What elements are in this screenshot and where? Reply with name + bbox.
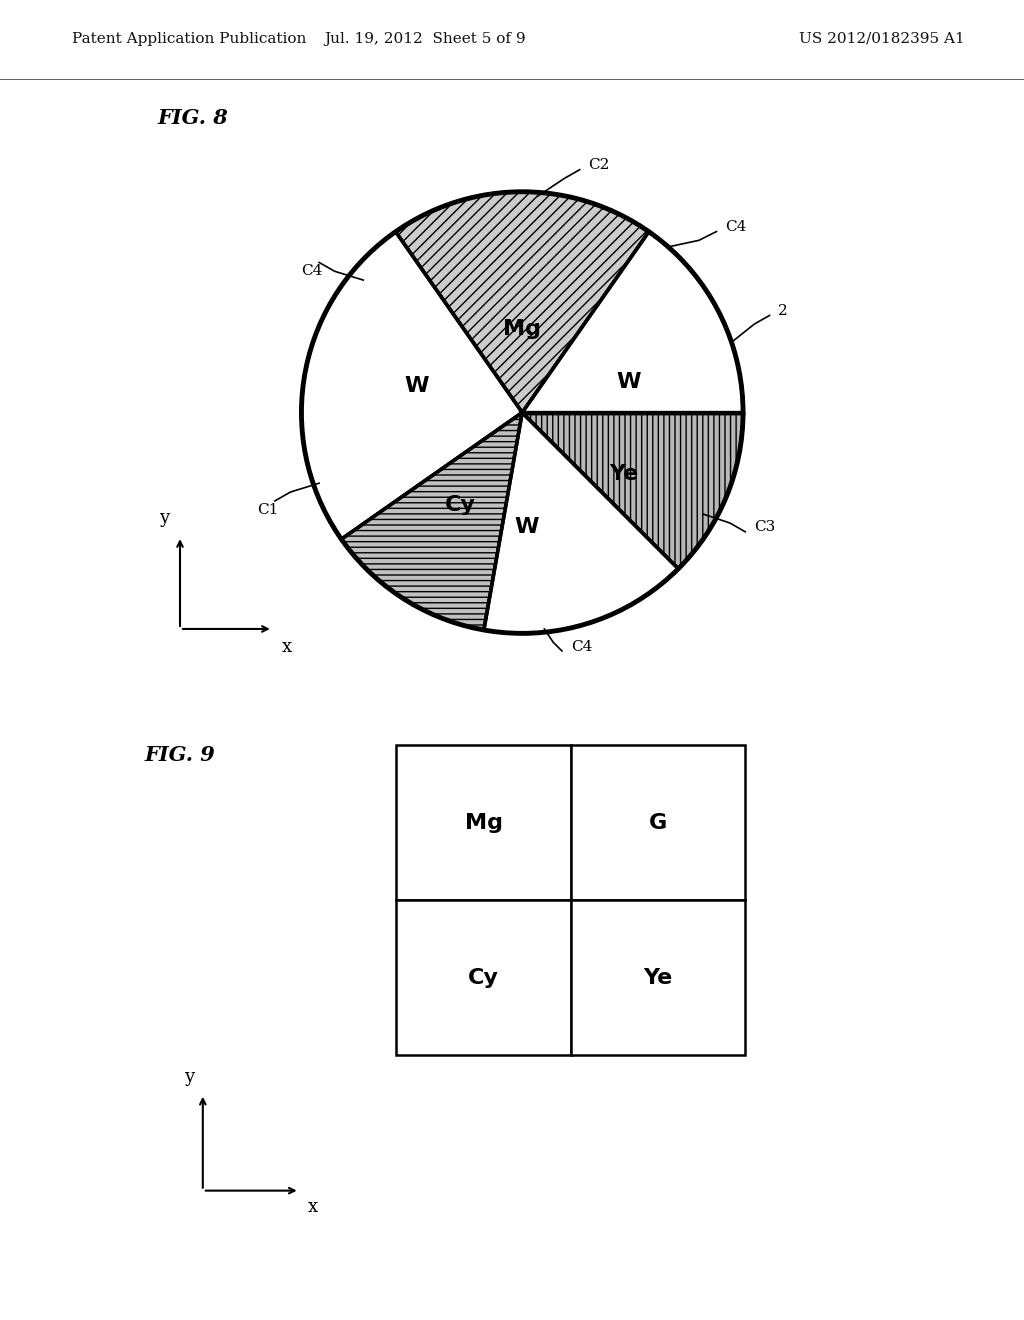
Text: US 2012/0182395 A1: US 2012/0182395 A1 <box>799 32 965 46</box>
Text: W: W <box>616 372 640 392</box>
Text: Cy: Cy <box>445 495 476 515</box>
Text: C4: C4 <box>301 264 323 279</box>
Text: y: y <box>160 510 170 528</box>
Text: x: x <box>282 638 292 656</box>
Text: C4: C4 <box>725 220 746 234</box>
Polygon shape <box>522 232 743 413</box>
Text: Mg: Mg <box>465 813 503 833</box>
Text: x: x <box>307 1199 317 1217</box>
Text: FIG. 8: FIG. 8 <box>158 108 228 128</box>
Text: W: W <box>514 517 539 537</box>
Text: FIG. 9: FIG. 9 <box>144 746 215 766</box>
Text: Patent Application Publication: Patent Application Publication <box>72 32 306 46</box>
Text: Cy: Cy <box>468 968 499 987</box>
Text: Ye: Ye <box>609 465 638 484</box>
Text: C3: C3 <box>754 520 775 535</box>
Text: Mg: Mg <box>503 318 542 339</box>
Bar <box>570 746 744 900</box>
Polygon shape <box>484 413 678 634</box>
Text: C1: C1 <box>257 503 279 516</box>
Bar <box>570 900 744 1055</box>
Text: 2: 2 <box>778 304 788 318</box>
Text: Ye: Ye <box>643 968 673 987</box>
Text: C4: C4 <box>570 640 592 653</box>
Text: Jul. 19, 2012  Sheet 5 of 9: Jul. 19, 2012 Sheet 5 of 9 <box>325 32 525 46</box>
Polygon shape <box>395 191 649 413</box>
Polygon shape <box>301 232 522 539</box>
Text: C2: C2 <box>589 158 610 173</box>
Polygon shape <box>522 413 743 569</box>
Text: G: G <box>648 813 667 833</box>
Text: y: y <box>184 1068 195 1086</box>
Bar <box>396 900 570 1055</box>
Text: W: W <box>404 376 428 396</box>
Bar <box>396 746 570 900</box>
Polygon shape <box>341 413 522 630</box>
